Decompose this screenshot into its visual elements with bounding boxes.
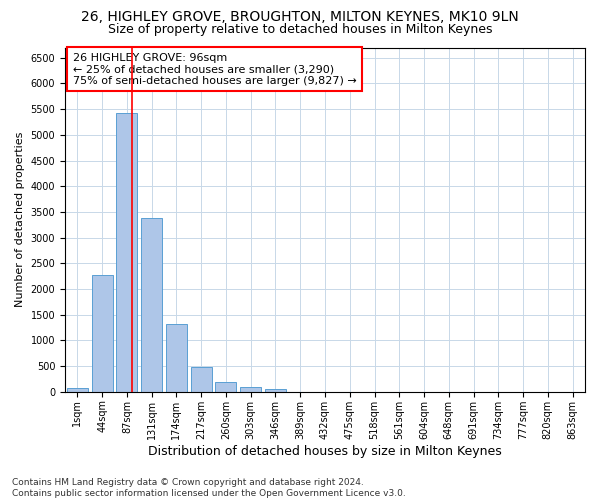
Text: Contains HM Land Registry data © Crown copyright and database right 2024.
Contai: Contains HM Land Registry data © Crown c… bbox=[12, 478, 406, 498]
Bar bbox=[166, 324, 187, 392]
Bar bbox=[191, 367, 212, 392]
Text: 26, HIGHLEY GROVE, BROUGHTON, MILTON KEYNES, MK10 9LN: 26, HIGHLEY GROVE, BROUGHTON, MILTON KEY… bbox=[81, 10, 519, 24]
Bar bbox=[67, 388, 88, 392]
X-axis label: Distribution of detached houses by size in Milton Keynes: Distribution of detached houses by size … bbox=[148, 444, 502, 458]
Bar bbox=[215, 382, 236, 392]
Y-axis label: Number of detached properties: Number of detached properties bbox=[15, 132, 25, 308]
Bar bbox=[240, 387, 261, 392]
Bar bbox=[116, 113, 137, 392]
Text: 26 HIGHLEY GROVE: 96sqm
← 25% of detached houses are smaller (3,290)
75% of semi: 26 HIGHLEY GROVE: 96sqm ← 25% of detache… bbox=[73, 52, 356, 86]
Bar bbox=[265, 389, 286, 392]
Text: Size of property relative to detached houses in Milton Keynes: Size of property relative to detached ho… bbox=[108, 22, 492, 36]
Bar bbox=[92, 274, 113, 392]
Bar bbox=[141, 218, 162, 392]
